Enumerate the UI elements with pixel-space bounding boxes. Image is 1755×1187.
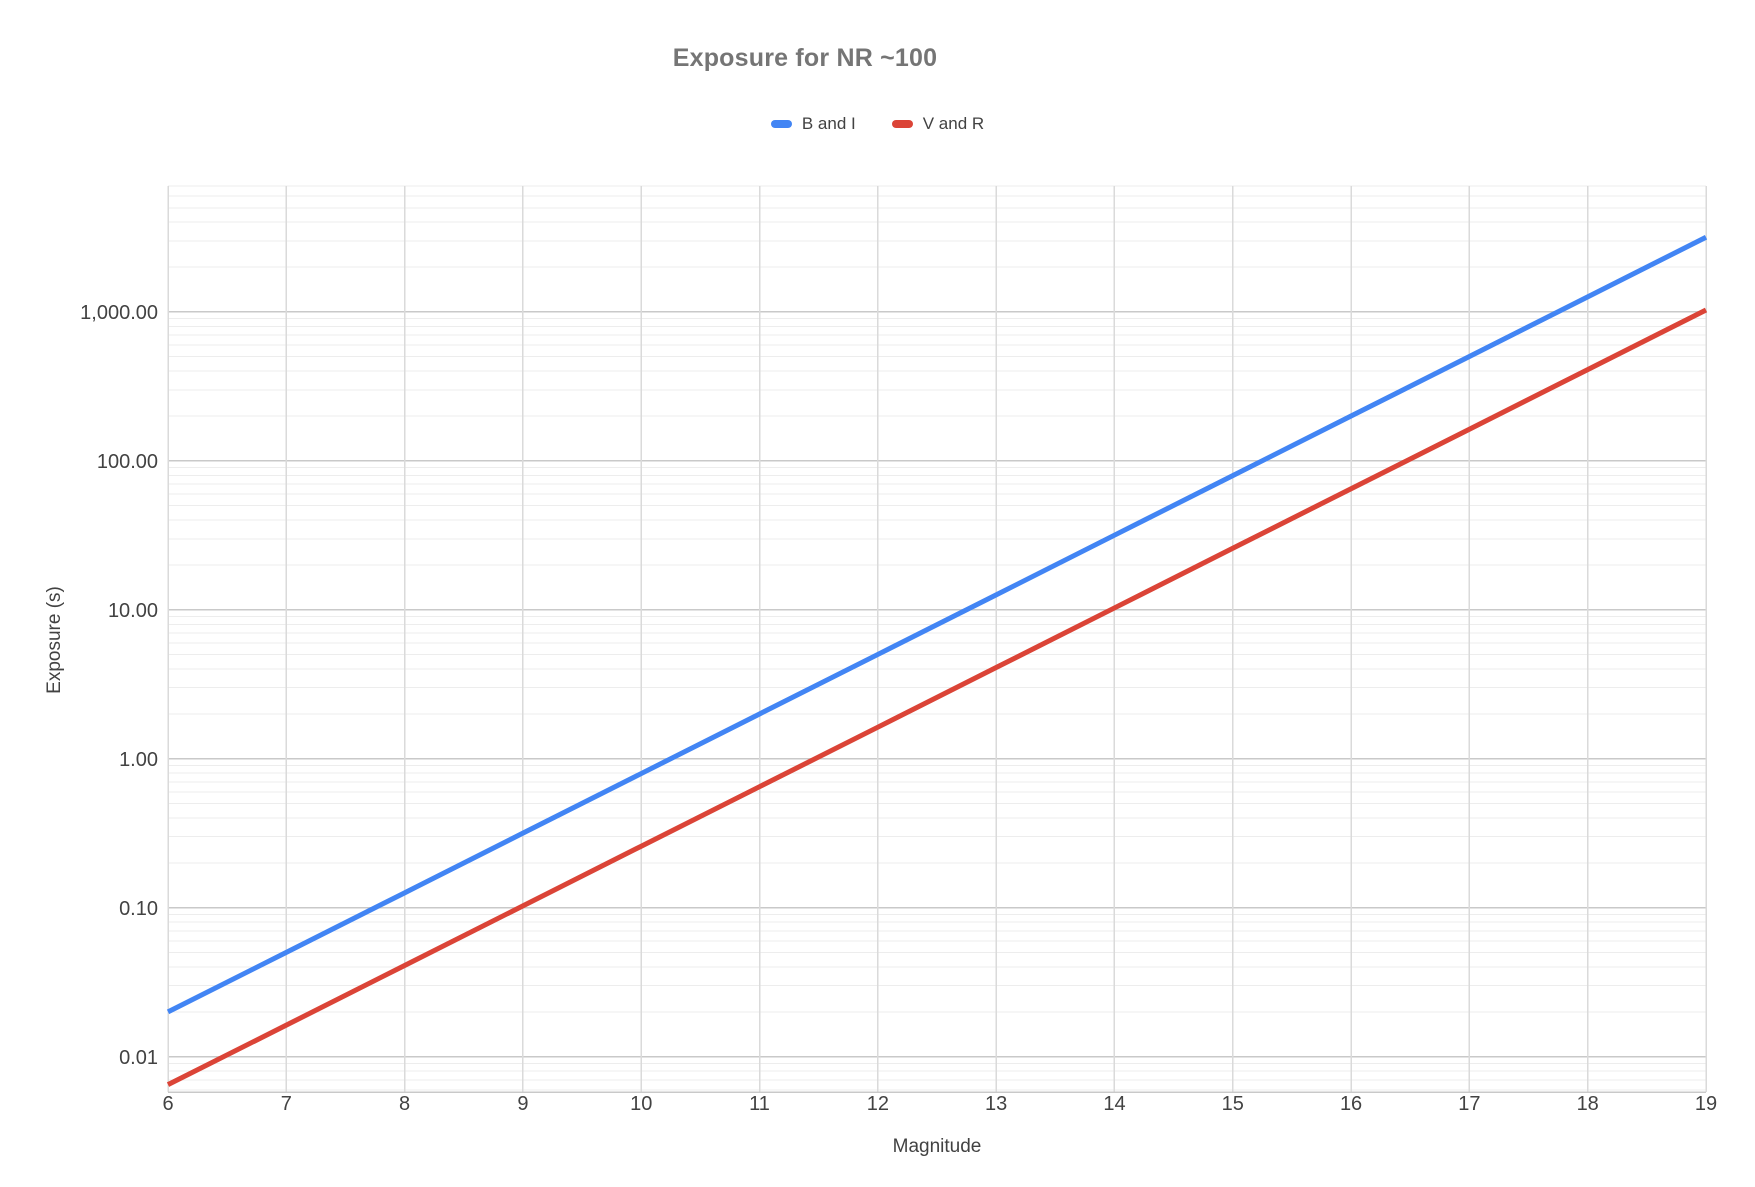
x-tick-label: 12: [867, 1093, 889, 1115]
y-tick-label: 1,000.00: [80, 302, 158, 324]
series-line-b-and-i[interactable]: [166, 235, 1708, 1015]
y-tick-label: 1.00: [119, 749, 158, 771]
legend-label-b-and-i: B and I: [801, 114, 856, 133]
y-tick-label: 100.00: [97, 451, 158, 473]
legend-label-v-and-r: V and R: [922, 114, 985, 133]
x-tick-label: 7: [281, 1093, 292, 1115]
chart-title: Exposure for NR ~100: [672, 44, 938, 72]
x-tick-label: 16: [1340, 1093, 1362, 1115]
y-tick-label: 0.10: [119, 898, 158, 920]
x-tick-label: 18: [1577, 1093, 1599, 1115]
x-tick-label: 10: [630, 1093, 652, 1115]
x-tick-label: 14: [1103, 1093, 1125, 1115]
x-tick-label: 11: [749, 1093, 770, 1115]
legend-swatch-b-and-i: [770, 120, 792, 128]
y-tick-label: 0.01: [119, 1047, 158, 1069]
x-tick-label: 17: [1458, 1093, 1480, 1115]
legend-item-b-and-i[interactable]: B and I: [770, 114, 856, 134]
legend-swatch-v-and-r: [891, 120, 913, 128]
x-tick-label: 15: [1222, 1093, 1244, 1115]
x-tick-label: 8: [399, 1093, 410, 1115]
x-tick-label: 13: [985, 1093, 1007, 1115]
legend-item-v-and-r[interactable]: V and R: [891, 114, 985, 134]
y-tick-label: 10.00: [108, 600, 158, 622]
x-tick-label: 9: [517, 1093, 528, 1115]
x-axis-title: Magnitude: [892, 1136, 982, 1157]
series-line-v-and-r[interactable]: [166, 307, 1708, 1087]
legend: B and I V and R: [0, 114, 1755, 134]
x-tick-label: 19: [1695, 1093, 1717, 1115]
x-tick-label: 6: [162, 1093, 173, 1115]
